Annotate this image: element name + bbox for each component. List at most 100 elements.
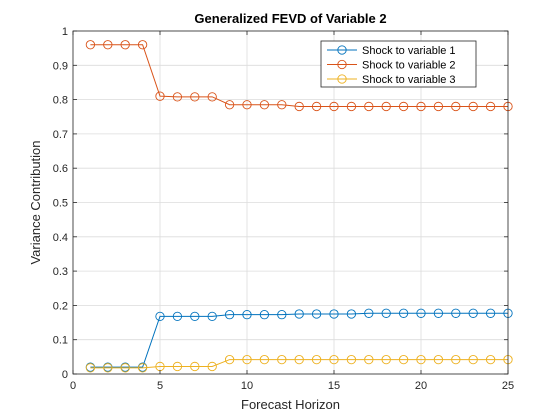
- y-tick-label: 1: [62, 26, 68, 38]
- data-point: [172, 311, 183, 322]
- data-point: [398, 308, 409, 318]
- data-point: [259, 310, 270, 320]
- y-tick-label: 0.3: [53, 266, 68, 278]
- data-point: [85, 363, 96, 373]
- y-tick-label: 0.4: [53, 232, 68, 244]
- data-point: [277, 310, 287, 320]
- data-point: [364, 101, 374, 112]
- x-tick-label: 0: [70, 380, 76, 392]
- data-point: [381, 101, 391, 112]
- data-point: [451, 354, 461, 365]
- data-point: [259, 100, 270, 110]
- x-tick-label: 10: [241, 380, 253, 392]
- data-point: [468, 101, 478, 112]
- data-point: [207, 311, 217, 322]
- y-tick-label: 0.8: [53, 95, 68, 107]
- data-point: [346, 101, 357, 112]
- data-point: [224, 310, 235, 320]
- data-point: [311, 354, 322, 365]
- data-point: [103, 40, 113, 50]
- y-tick-label: 0.2: [53, 300, 68, 312]
- data-point: [468, 308, 478, 318]
- data-point: [329, 309, 339, 319]
- x-tick-label: 15: [328, 380, 340, 392]
- series-layer: [85, 40, 513, 373]
- data-point: [311, 309, 322, 319]
- data-point: [155, 311, 165, 322]
- data-point: [103, 363, 113, 373]
- legend-marker: [337, 74, 347, 84]
- data-point: [381, 308, 391, 318]
- series-2: [85, 40, 513, 112]
- series-line: [90, 312, 508, 368]
- y-tick-label: 0: [62, 369, 68, 381]
- data-point: [120, 40, 130, 50]
- data-point: [416, 354, 426, 365]
- data-point: [398, 354, 409, 365]
- data-point: [294, 101, 304, 112]
- data-point: [277, 100, 287, 110]
- axis-ticks: 0 5 10 15 20 25 0 0.1 0.2 0.3 0.4 0.5 0.6 0.7 0.8 0.9 1: [53, 26, 514, 392]
- y-tick-label: 0.1: [53, 335, 68, 347]
- data-point: [137, 40, 148, 50]
- grid-lines: [72, 30, 509, 375]
- y-tick-label: 0.9: [53, 60, 68, 72]
- data-point: [190, 361, 200, 372]
- data-point: [224, 354, 235, 365]
- y-tick-label: 0.5: [53, 198, 68, 210]
- data-point: [416, 308, 426, 318]
- data-point: [416, 101, 426, 112]
- legend-item: Shock to variable 1: [327, 45, 456, 57]
- data-point: [242, 310, 252, 320]
- x-axis-label: Forecast Horizon: [241, 397, 340, 412]
- data-point: [155, 91, 165, 101]
- data-point: [207, 92, 217, 102]
- data-point: [85, 40, 96, 50]
- chart-title: Generalized FEVD of Variable 2: [194, 11, 386, 26]
- data-point: [346, 354, 357, 365]
- series-line: [90, 359, 508, 369]
- data-point: [329, 101, 339, 112]
- data-point: [485, 308, 496, 318]
- data-point: [329, 354, 339, 365]
- data-point: [433, 354, 444, 365]
- data-point: [207, 361, 217, 372]
- y-tick-label: 0.7: [53, 129, 68, 141]
- data-point: [137, 363, 148, 373]
- legend-label: Shock to variable 1: [362, 45, 456, 57]
- data-point: [277, 354, 287, 365]
- x-tick-label: 20: [415, 380, 427, 392]
- data-point: [190, 311, 200, 322]
- data-point: [172, 92, 183, 102]
- x-tick-label: 25: [502, 380, 514, 392]
- data-point: [468, 354, 478, 365]
- data-point: [190, 92, 200, 102]
- data-point: [364, 354, 374, 365]
- data-point: [242, 354, 252, 365]
- data-point: [294, 354, 304, 365]
- data-point: [311, 101, 322, 112]
- x-tick-label: 5: [157, 380, 163, 392]
- data-point: [346, 309, 357, 319]
- legend-label: Shock to variable 3: [362, 74, 456, 86]
- series-line: [90, 44, 508, 107]
- legend-label: Shock to variable 2: [362, 60, 456, 72]
- data-point: [485, 354, 496, 365]
- legend: Shock to variable 1 Shock to variable 2 Sh…: [320, 40, 477, 88]
- data-point: [451, 101, 461, 112]
- legend-marker: [337, 45, 347, 55]
- legend-item: Shock to variable 3: [327, 74, 456, 86]
- data-point: [381, 354, 391, 365]
- data-point: [120, 363, 130, 373]
- data-point: [224, 100, 235, 110]
- data-point: [294, 309, 304, 319]
- data-point: [398, 101, 409, 112]
- data-point: [242, 100, 252, 110]
- data-point: [364, 308, 374, 318]
- data-point: [259, 354, 270, 365]
- y-axis-label: Variance Contribution: [28, 140, 43, 264]
- data-point: [172, 361, 183, 372]
- data-point: [485, 101, 496, 112]
